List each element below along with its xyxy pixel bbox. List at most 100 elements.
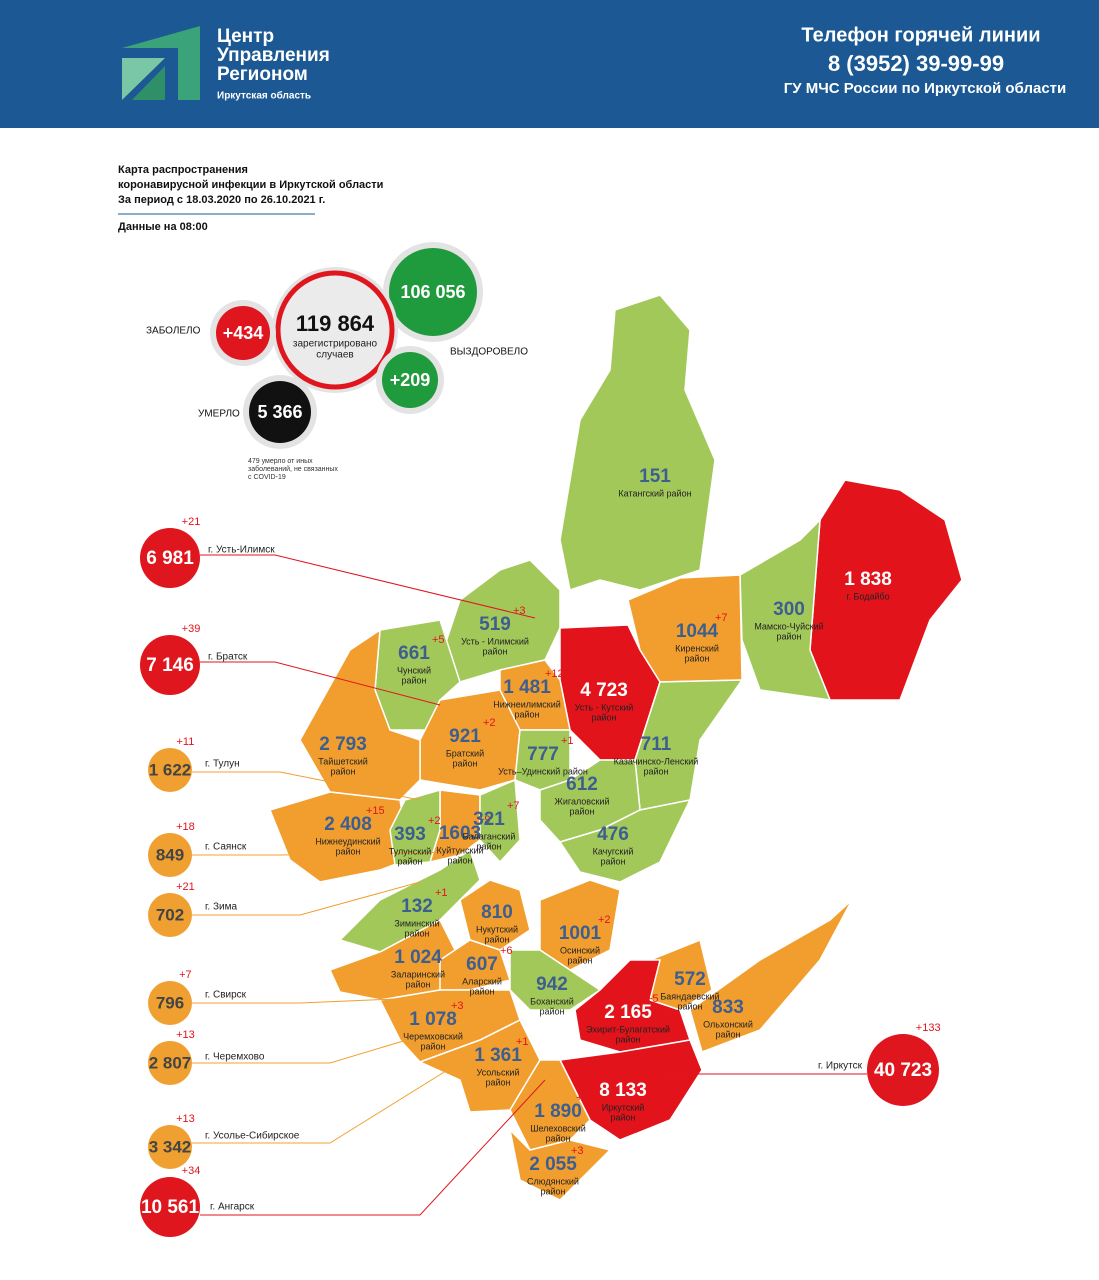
city-delta: +13 [176, 1029, 195, 1041]
logo-text: Регионом [217, 64, 308, 85]
district-area [508, 1127, 612, 1201]
district-name: Заларинский [391, 969, 445, 979]
district-name: Куйтунский [437, 845, 484, 855]
summary-circle [382, 352, 438, 408]
district-value: 476 [597, 824, 629, 845]
intro-line: За период с 18.03.2020 по 26.10.2021 г. [118, 194, 325, 206]
total-caption: случаев [316, 350, 353, 361]
leader-line [639, 1073, 867, 1077]
city-circle [140, 635, 200, 695]
district-name: район [615, 1034, 640, 1044]
district-name: район [482, 646, 507, 656]
city-value: 2 807 [149, 1053, 192, 1072]
district-delta: +3 [513, 605, 526, 617]
district-value: 1603 [439, 823, 481, 844]
district-name: район [484, 934, 509, 944]
district-name: район [684, 653, 709, 663]
city-delta: +18 [176, 821, 195, 833]
district-name: Жигаловский [555, 796, 610, 806]
district-name: Качугский [593, 846, 634, 856]
city-value: 7 146 [146, 655, 194, 676]
district-delta: +2 [598, 914, 611, 926]
district-name: Нукутский [476, 924, 518, 934]
hotline-phone: 8 (3952) 39-99-99 [828, 51, 1004, 76]
district-area [558, 1039, 703, 1141]
district-name: район [569, 806, 594, 816]
district-value: 777 [527, 744, 559, 765]
hotline-org: ГУ МЧС России по Иркутской области [784, 80, 1066, 97]
district-name: Мамско-Чуйский [754, 621, 823, 631]
total: 119 864 [296, 311, 375, 336]
district-delta: +5 [646, 993, 659, 1005]
district-name: район [715, 1029, 740, 1039]
district-name: Тайшетский [318, 756, 368, 766]
city-value: 1 622 [149, 760, 192, 779]
summary-circle [389, 248, 477, 336]
district-name: район [643, 766, 668, 776]
district-delta: +6 [500, 945, 513, 957]
leader-line [200, 554, 536, 619]
district-name: район [452, 758, 477, 768]
district-delta: +1 [561, 735, 574, 747]
leader-line [192, 1024, 521, 1144]
district-delta: +12 [545, 668, 564, 680]
district-name: район [420, 1041, 445, 1051]
hotline-title: Телефон горячей линии [801, 24, 1040, 46]
district-name: Балаганский [463, 831, 516, 841]
district-value: 8 133 [599, 1080, 647, 1101]
district-name: Усольский [477, 1067, 520, 1077]
district-name: район [514, 709, 539, 719]
city-circle [140, 528, 200, 588]
district-value: 833 [712, 997, 744, 1018]
district-value: 612 [566, 774, 598, 795]
district-name: район [476, 841, 501, 851]
district-name: Нижнеудинский [315, 836, 380, 846]
summary-circle [249, 381, 311, 443]
city-name: г. Свирск [205, 990, 247, 1001]
district-area [389, 789, 441, 866]
district-name: Иркутский [602, 1102, 645, 1112]
district-name: район [677, 1001, 702, 1011]
leader-line [200, 1079, 546, 1216]
city-name: г. Усть-Илимск [208, 545, 275, 556]
district-value: 2 408 [324, 814, 372, 835]
district-name: Шелеховский [530, 1123, 586, 1133]
district-name: район [330, 766, 355, 776]
district-name: Слюдянский [527, 1176, 579, 1186]
district-name: Эхирит-Булагатский [586, 1024, 670, 1034]
district-value: 942 [536, 974, 568, 995]
city-circle [148, 893, 192, 937]
sick-label: ЗАБОЛЕЛО [146, 326, 201, 337]
district-name: Нижнеилимский [493, 699, 561, 709]
city-value: 796 [156, 993, 184, 1012]
district-name: Чунский [397, 665, 431, 675]
district-name: район [405, 979, 430, 989]
city-delta: +7 [179, 969, 192, 981]
district-value: 921 [449, 726, 481, 747]
district-delta: +16 [641, 1071, 660, 1083]
district-delta: +1 [435, 887, 448, 899]
district-name: Зиминский [394, 918, 439, 928]
city-delta: +21 [176, 881, 195, 893]
district-name: Черемховский [403, 1031, 463, 1041]
district-delta: +18 [622, 671, 641, 683]
sick-new: +434 [223, 323, 264, 343]
recovered-label: ВЫЗДОРОВЕЛО [450, 347, 528, 358]
as-of: Данные на 08:00 [118, 221, 208, 233]
district-area [479, 778, 521, 864]
died-note: с COVID-19 [248, 474, 286, 481]
district-name: район [591, 712, 616, 722]
district-value: 2 055 [529, 1154, 577, 1175]
district-value: 2 793 [319, 734, 367, 755]
city-circle [140, 1177, 200, 1237]
logo-region: Иркутская область [217, 90, 311, 102]
district-area [739, 518, 832, 701]
city-name: г. Усолье-Сибирское [205, 1130, 300, 1142]
district-value: 572 [674, 969, 706, 990]
city-value: 849 [156, 845, 184, 864]
city-circle [867, 1034, 939, 1106]
intro-line: Карта распространения [118, 164, 248, 176]
summary-circle [275, 270, 395, 390]
district-value: 1 024 [394, 947, 442, 968]
